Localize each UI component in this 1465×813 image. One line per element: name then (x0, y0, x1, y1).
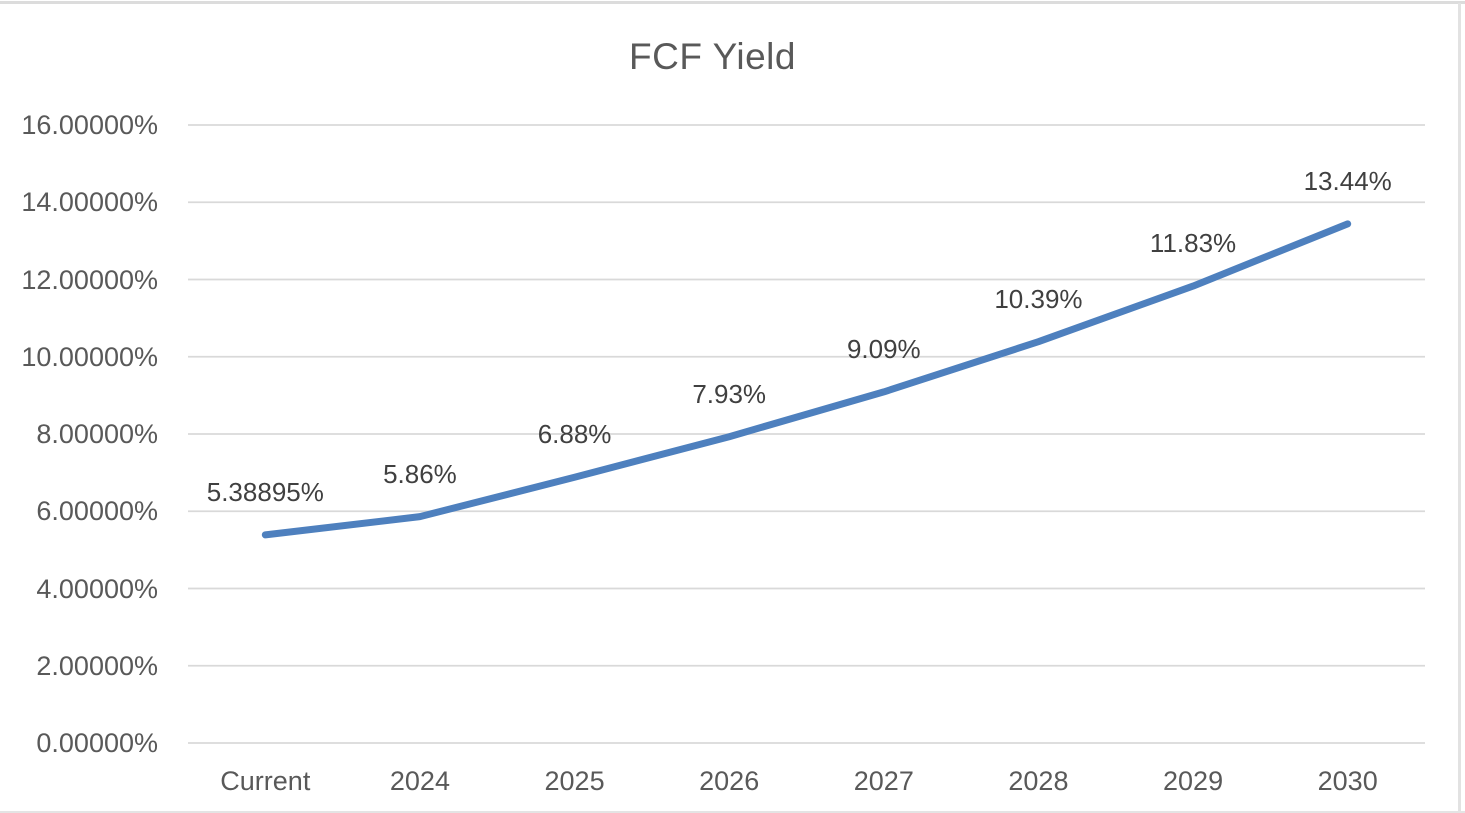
y-axis-tick-label: 8.00000% (36, 419, 158, 449)
data-label: 9.09% (846, 333, 921, 364)
series-line-fcf-yield (261, 220, 1352, 539)
y-axis-tick-label: 0.00000% (36, 728, 158, 758)
data-label: 5.38895% (206, 476, 324, 507)
data-label: 7.93% (692, 378, 767, 409)
x-axis-tick-label: 2029 (1163, 766, 1224, 796)
data-label: 11.83% (1149, 228, 1237, 259)
x-axis-tick-label: 2028 (1008, 766, 1069, 796)
y-axis-tick-label: 6.00000% (36, 496, 158, 527)
y-axis-tick-label: 4.00000% (36, 573, 158, 604)
y-axis-tick-label: 12.00000% (21, 264, 158, 295)
data-label: 10.39% (994, 283, 1083, 314)
chart-border-top (0, 1, 1465, 4)
data-label: 5.86% (383, 458, 457, 489)
x-axis-tick-label: 2026 (699, 766, 760, 796)
x-axis-tick-label: 2030 (1317, 766, 1378, 796)
chart-title: FCF Yield (629, 36, 796, 77)
y-axis-tick-label: 10.00000% (21, 341, 158, 372)
x-axis-tick-label: 2027 (853, 766, 914, 796)
data-label: 6.88% (537, 419, 612, 450)
y-axis-tick-label: 16.00000% (21, 110, 158, 140)
y-axis-tick-label: 14.00000% (21, 187, 158, 218)
x-axis-tick-label: Current (220, 766, 311, 796)
data-label: 13.44% (1303, 165, 1392, 196)
chart-border-right (1458, 3, 1461, 813)
x-axis-tick-label: 2025 (544, 766, 605, 796)
chart-border-bottom (0, 811, 1465, 813)
x-axis-tick-label: 2024 (389, 766, 450, 796)
y-axis-tick-label: 2.00000% (36, 650, 158, 681)
